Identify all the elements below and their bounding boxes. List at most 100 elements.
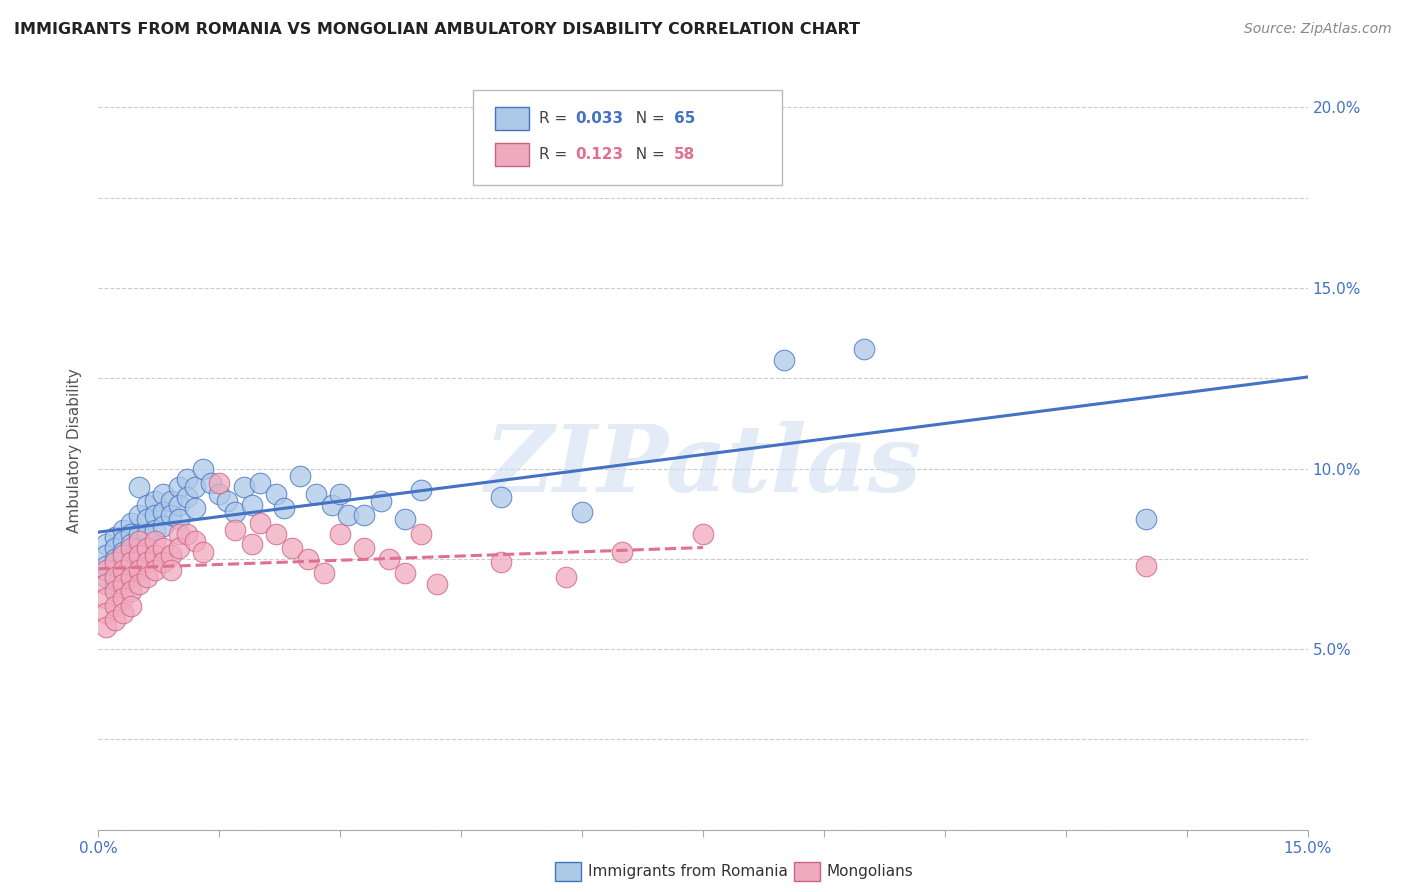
Point [176, 491, 198, 505]
Point [264, 487, 287, 501]
Text: Immigrants from Romania: Immigrants from Romania [588, 864, 787, 879]
FancyBboxPatch shape [495, 107, 529, 129]
Point [394, 512, 416, 526]
Point [377, 551, 399, 566]
Point [491, 555, 513, 569]
Point [329, 487, 352, 501]
Point [111, 591, 134, 606]
Point [224, 505, 246, 519]
Text: 0.033: 0.033 [575, 111, 623, 126]
Point [167, 479, 190, 493]
Text: 58: 58 [673, 147, 695, 162]
Point [135, 512, 157, 526]
Point [160, 494, 183, 508]
Point [184, 533, 207, 548]
Point [128, 548, 150, 562]
Point [152, 541, 174, 555]
Point [143, 548, 166, 562]
Point [96, 570, 118, 584]
Point [120, 551, 142, 566]
Point [128, 541, 150, 555]
Point [111, 548, 134, 562]
Point [232, 479, 254, 493]
Text: N =: N = [626, 147, 669, 162]
Point [103, 563, 125, 577]
Text: ZIPatlas: ZIPatlas [485, 421, 921, 510]
Point [111, 574, 134, 588]
Point [329, 526, 352, 541]
Point [321, 498, 343, 512]
Point [96, 548, 118, 562]
Point [1135, 512, 1157, 526]
Text: R =: R = [538, 147, 572, 162]
Point [120, 566, 142, 581]
Y-axis label: Ambulatory Disability: Ambulatory Disability [67, 368, 83, 533]
Point [120, 537, 142, 551]
Point [103, 551, 125, 566]
Point [555, 570, 578, 584]
Point [135, 570, 157, 584]
Point [128, 533, 150, 548]
Point [103, 577, 125, 591]
Point [111, 606, 134, 620]
Point [394, 566, 416, 581]
FancyBboxPatch shape [495, 144, 529, 166]
Point [353, 508, 375, 523]
Point [120, 570, 142, 584]
Point [160, 508, 183, 523]
Point [217, 494, 239, 508]
Point [184, 479, 207, 493]
Point [96, 559, 118, 574]
Point [273, 501, 295, 516]
Point [305, 487, 328, 501]
Point [200, 475, 222, 490]
Text: 0.123: 0.123 [575, 147, 623, 162]
Point [96, 591, 118, 606]
Point [103, 530, 125, 544]
Point [314, 566, 336, 581]
Point [103, 584, 125, 599]
Point [111, 544, 134, 558]
Point [135, 498, 157, 512]
Point [111, 523, 134, 537]
Point [96, 563, 118, 577]
Point [96, 577, 118, 591]
Point [853, 343, 876, 357]
Point [152, 505, 174, 519]
Point [288, 468, 311, 483]
Text: N =: N = [626, 111, 669, 126]
Point [249, 516, 271, 530]
Point [111, 577, 134, 591]
Point [143, 563, 166, 577]
Point [152, 519, 174, 533]
Point [135, 526, 157, 541]
Point [193, 461, 215, 475]
Point [143, 533, 166, 548]
Point [120, 555, 142, 569]
Point [143, 494, 166, 508]
Point [167, 541, 190, 555]
Point [143, 523, 166, 537]
Text: IMMIGRANTS FROM ROMANIA VS MONGOLIAN AMBULATORY DISABILITY CORRELATION CHART: IMMIGRANTS FROM ROMANIA VS MONGOLIAN AMB… [14, 22, 860, 37]
Point [249, 475, 271, 490]
Point [128, 563, 150, 577]
Point [193, 544, 215, 558]
Point [240, 498, 263, 512]
FancyBboxPatch shape [474, 90, 782, 186]
Point [103, 541, 125, 555]
Point [240, 537, 263, 551]
Point [491, 491, 513, 505]
Point [128, 479, 150, 493]
Point [143, 508, 166, 523]
Point [160, 563, 183, 577]
Point [353, 541, 375, 555]
Point [103, 570, 125, 584]
Point [128, 508, 150, 523]
Point [96, 620, 118, 634]
Point [111, 559, 134, 574]
Point [612, 544, 634, 558]
Point [297, 551, 319, 566]
Text: Mongolians: Mongolians [827, 864, 914, 879]
Text: R =: R = [538, 111, 572, 126]
Point [135, 555, 157, 569]
